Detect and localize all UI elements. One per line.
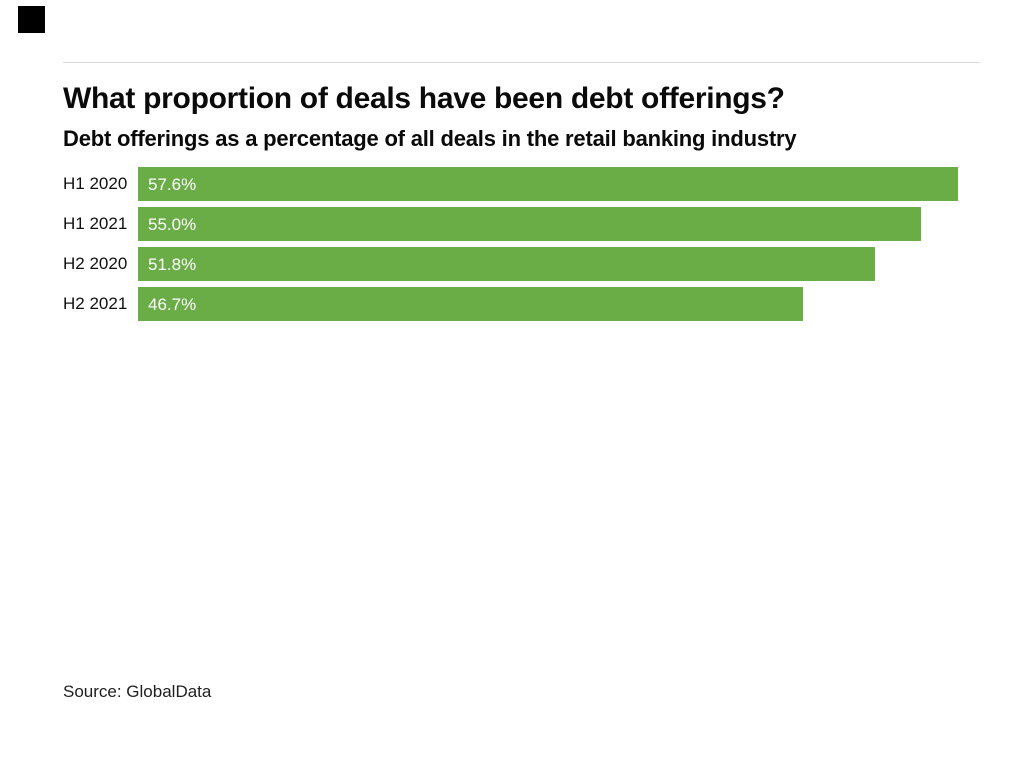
value-label: 51.8% bbox=[148, 255, 197, 274]
bar-row: H2 2021 46.7% bbox=[63, 287, 983, 321]
category-label: H1 2021 bbox=[63, 214, 128, 233]
bar: 55.0% bbox=[138, 207, 921, 241]
category-label: H2 2020 bbox=[63, 254, 128, 273]
value-label: 57.6% bbox=[148, 175, 197, 194]
source-text: Source: GlobalData bbox=[63, 682, 212, 701]
brand-logo-square bbox=[18, 6, 45, 33]
chart-title: What proportion of deals have been debt … bbox=[63, 82, 785, 115]
header-divider bbox=[63, 62, 980, 63]
value-label: 46.7% bbox=[148, 295, 197, 314]
value-label: 55.0% bbox=[148, 215, 197, 234]
chart-subtitle: Debt offerings as a percentage of all de… bbox=[63, 126, 797, 151]
bar-row: H2 2020 51.8% bbox=[63, 247, 983, 281]
bar-chart: H1 2020 57.6% H1 2021 55.0% H2 2020 51.8% H2 2… bbox=[63, 167, 983, 327]
category-label: H1 2020 bbox=[63, 174, 128, 193]
bar: 51.8% bbox=[138, 247, 875, 281]
bar: 57.6% bbox=[138, 167, 958, 201]
category-label: H2 2021 bbox=[63, 294, 128, 313]
bar: 46.7% bbox=[138, 287, 803, 321]
bar-row: H1 2020 57.6% bbox=[63, 167, 983, 201]
bar-row: H1 2021 55.0% bbox=[63, 207, 983, 241]
